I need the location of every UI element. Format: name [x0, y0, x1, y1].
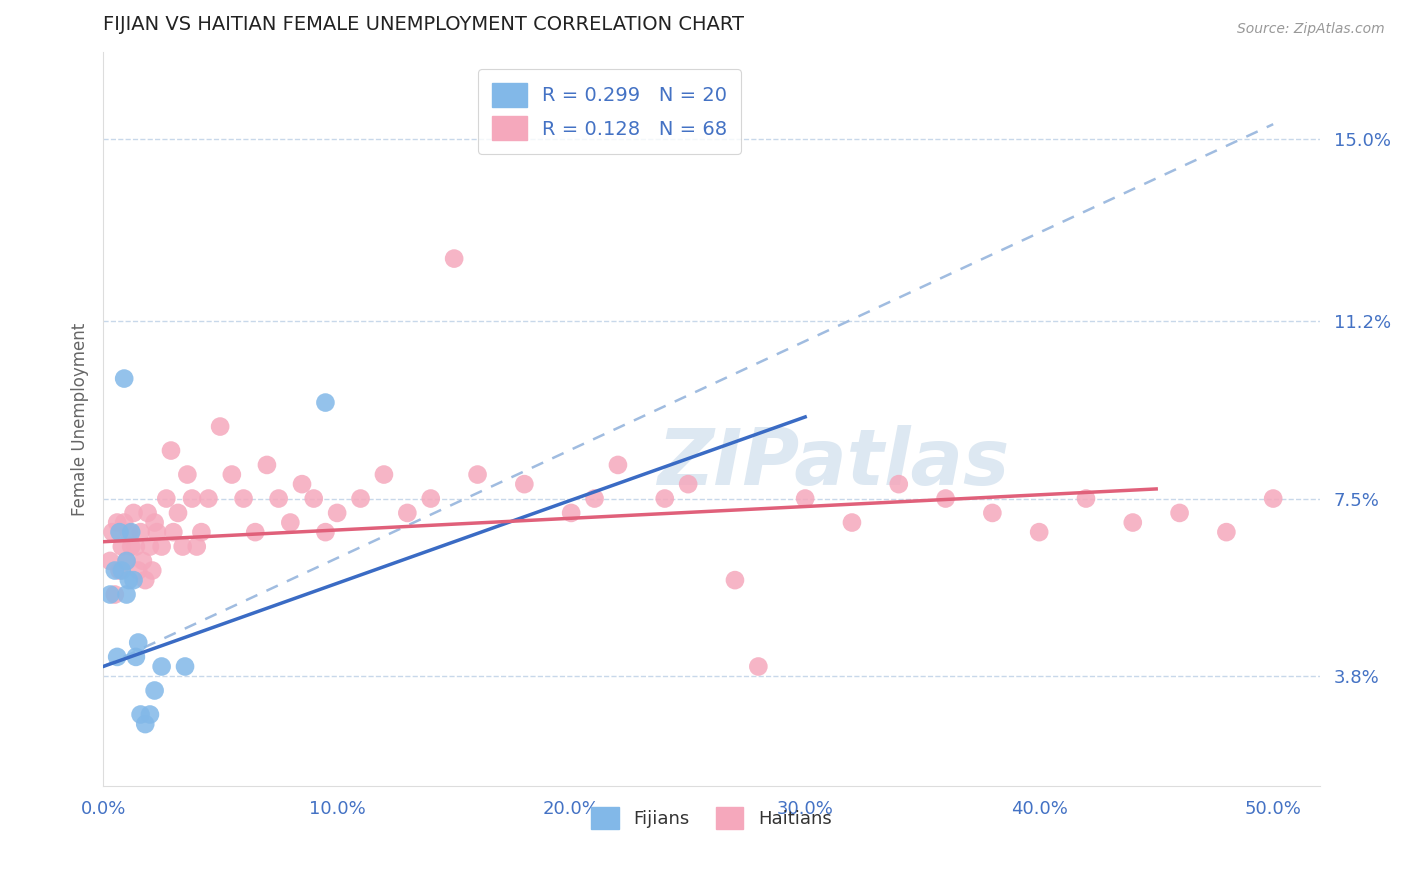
Point	[98, 587, 121, 601]
Y-axis label: Female Unemployment: Female Unemployment	[72, 323, 89, 516]
Point	[181, 491, 204, 506]
Point	[155, 491, 177, 506]
Point	[127, 635, 149, 649]
Point	[129, 707, 152, 722]
Point	[176, 467, 198, 482]
Point	[104, 587, 127, 601]
Point	[132, 554, 155, 568]
Point	[1215, 525, 1237, 540]
Point	[146, 525, 169, 540]
Point	[981, 506, 1004, 520]
Point	[654, 491, 676, 506]
Point	[887, 477, 910, 491]
Point	[127, 564, 149, 578]
Point	[122, 506, 145, 520]
Point	[172, 540, 194, 554]
Point	[1168, 506, 1191, 520]
Point	[160, 443, 183, 458]
Point	[125, 649, 148, 664]
Point	[443, 252, 465, 266]
Point	[143, 516, 166, 530]
Point	[134, 717, 156, 731]
Point	[1074, 491, 1097, 506]
Point	[111, 540, 134, 554]
Point	[143, 683, 166, 698]
Point	[724, 573, 747, 587]
Point	[209, 419, 232, 434]
Point	[1263, 491, 1285, 506]
Point	[419, 491, 441, 506]
Point	[794, 491, 817, 506]
Point	[115, 554, 138, 568]
Point	[186, 540, 208, 554]
Point	[104, 564, 127, 578]
Point	[162, 525, 184, 540]
Point	[105, 649, 128, 664]
Point	[197, 491, 219, 506]
Point	[101, 525, 124, 540]
Point	[150, 540, 173, 554]
Legend: Fijians, Haitians: Fijians, Haitians	[585, 800, 839, 836]
Point	[115, 554, 138, 568]
Point	[747, 659, 769, 673]
Point	[139, 707, 162, 722]
Point	[136, 506, 159, 520]
Point	[1028, 525, 1050, 540]
Point	[373, 467, 395, 482]
Point	[112, 371, 135, 385]
Point	[141, 564, 163, 578]
Point	[167, 506, 190, 520]
Point	[122, 573, 145, 587]
Point	[118, 573, 141, 587]
Point	[112, 516, 135, 530]
Text: FIJIAN VS HAITIAN FEMALE UNEMPLOYMENT CORRELATION CHART: FIJIAN VS HAITIAN FEMALE UNEMPLOYMENT CO…	[103, 15, 744, 34]
Point	[676, 477, 699, 491]
Point	[108, 525, 131, 540]
Point	[129, 525, 152, 540]
Point	[607, 458, 630, 472]
Point	[221, 467, 243, 482]
Point	[232, 491, 254, 506]
Point	[108, 564, 131, 578]
Point	[513, 477, 536, 491]
Text: Source: ZipAtlas.com: Source: ZipAtlas.com	[1237, 22, 1385, 37]
Point	[583, 491, 606, 506]
Point	[467, 467, 489, 482]
Point	[190, 525, 212, 540]
Point	[245, 525, 267, 540]
Point	[105, 516, 128, 530]
Point	[111, 564, 134, 578]
Point	[291, 477, 314, 491]
Point	[120, 540, 142, 554]
Point	[560, 506, 582, 520]
Text: ZIPatlas: ZIPatlas	[657, 425, 1010, 501]
Point	[98, 554, 121, 568]
Point	[256, 458, 278, 472]
Point	[120, 525, 142, 540]
Point	[125, 540, 148, 554]
Point	[134, 573, 156, 587]
Point	[349, 491, 371, 506]
Point	[115, 587, 138, 601]
Point	[278, 516, 301, 530]
Point	[326, 506, 349, 520]
Point	[314, 395, 336, 409]
Point	[150, 659, 173, 673]
Point	[139, 540, 162, 554]
Point	[302, 491, 325, 506]
Point	[314, 525, 336, 540]
Point	[935, 491, 957, 506]
Point	[174, 659, 197, 673]
Point	[396, 506, 419, 520]
Point	[841, 516, 863, 530]
Point	[118, 525, 141, 540]
Point	[1122, 516, 1144, 530]
Point	[267, 491, 290, 506]
